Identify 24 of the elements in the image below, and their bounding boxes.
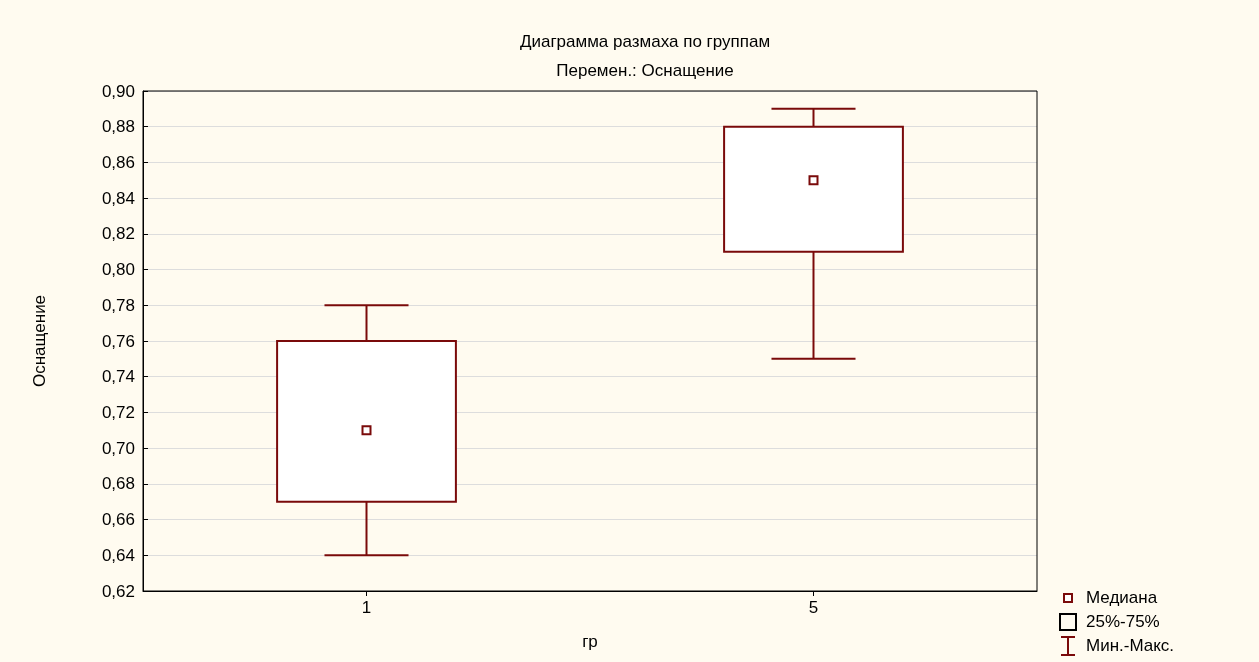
y-tick-label: 0,86: [101, 152, 135, 172]
y-tick-label: 0,82: [101, 224, 135, 244]
y-tick-label: 0,78: [101, 295, 135, 315]
chart-subtitle: Перемен.: Оснащение: [556, 61, 734, 80]
y-tick-label: 0,80: [101, 260, 135, 280]
x-tick-label: 5: [808, 598, 819, 617]
y-tick-label: 0,62: [101, 581, 135, 601]
y-tick-label: 0,66: [101, 510, 135, 530]
y-axis-title: Оснащение: [30, 294, 49, 388]
y-tick-label: 0,88: [101, 117, 135, 137]
y-tick-label: 0,64: [101, 545, 135, 565]
y-tick-label: 0,84: [101, 188, 135, 208]
y-tick-label: 0,90: [101, 81, 135, 101]
y-tick-label: 0,68: [101, 474, 135, 494]
text: Медиана: [1086, 588, 1158, 608]
y-tick-label: 0,72: [101, 402, 135, 422]
y-tick-label: 0,74: [101, 367, 135, 387]
x-axis-title: гр: [582, 632, 598, 651]
x-tick-label: 1: [361, 598, 372, 617]
y-tick-label: 0,76: [101, 331, 135, 351]
y-tick-label: 0,70: [101, 438, 135, 458]
text: Мин.-Макс.: [1086, 636, 1175, 656]
chart-title: Диаграмма размаха по группам: [519, 32, 771, 51]
text: 25%-75%: [1086, 612, 1160, 632]
